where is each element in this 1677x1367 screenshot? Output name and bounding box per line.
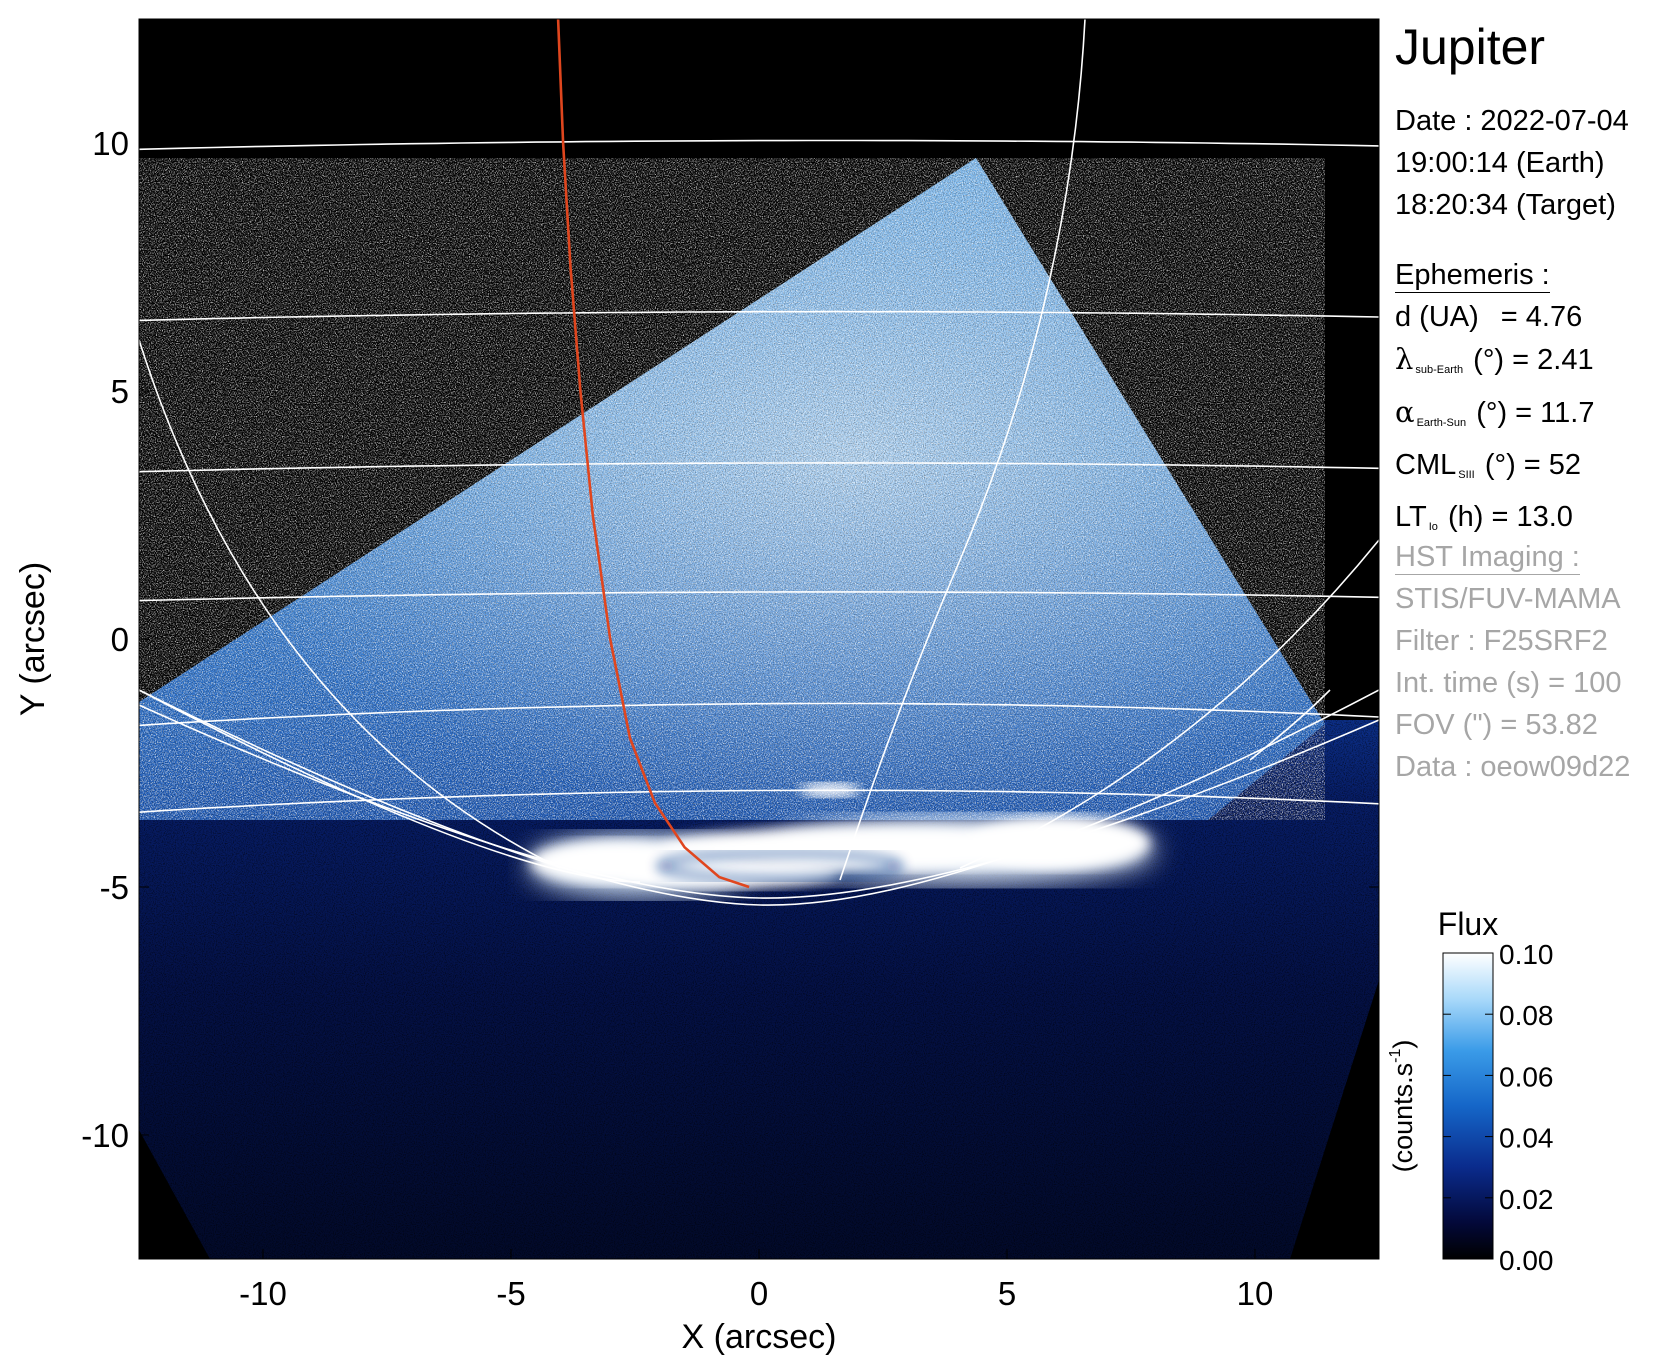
distance-value: = 4.76 <box>1500 301 1583 333</box>
colorbar-unit-end: ) <box>1388 1040 1418 1049</box>
hst-data-id: Data : oeow09d22 <box>1395 751 1631 783</box>
colorbar-tick-label: 0.06 <box>1499 1061 1554 1092</box>
y-axis: 10 5 0 -5 -10 <box>81 125 1379 1154</box>
plot-area <box>139 19 1379 1259</box>
lt-unit: (h) <box>1447 501 1484 533</box>
ephemeris-cml: CML SIII (°) = 52 <box>1395 444 1594 496</box>
grid-arc <box>839 19 1086 881</box>
y-tick-label: -5 <box>100 869 129 906</box>
y-axis-label: Y (arcsec) <box>14 562 52 716</box>
grid-arc <box>139 704 1379 899</box>
date-block: Date : 2022-07-04 19:00:14 (Earth) 18:20… <box>1395 100 1629 226</box>
lambda-value: = 2.41 <box>1512 344 1594 376</box>
x-tick-label: 0 <box>750 1275 768 1312</box>
ephemeris-local-time-io: LT Io (h) = 13.0 <box>1395 496 1594 548</box>
grid-arc <box>139 339 561 869</box>
colorbar-tick-label: 0.04 <box>1499 1123 1554 1154</box>
colorbar-title: Flux <box>1438 906 1498 942</box>
latitude-line <box>139 789 1379 813</box>
lt-subscript: Io <box>1428 521 1438 533</box>
distance-label: d (UA) <box>1395 301 1479 333</box>
ephemeris-sub-earth-latitude: λ sub-Earth (°) = 2.41 <box>1395 338 1594 391</box>
grid-arc <box>1249 689 1331 761</box>
colorbar-tick-label: 0.08 <box>1499 1000 1554 1031</box>
colorbar: Flux (counts.s-1) 0.100.080.060.040.020.… <box>1387 906 1554 1276</box>
hst-block: HST Imaging : STIS/FUV-MAMA Filter : F25… <box>1395 536 1630 788</box>
target-time-line: 18:20:34 (Target) <box>1395 189 1616 221</box>
grid-arc <box>959 539 1379 869</box>
grid-arc <box>139 689 641 883</box>
io-footprint-curve <box>556 19 750 889</box>
latitude-line <box>139 591 1379 602</box>
colorbar-gradient <box>1442 952 1494 1260</box>
colorbar-unit-text: (counts.s <box>1388 1063 1418 1173</box>
alpha-unit: (°) <box>1476 397 1508 429</box>
x-tick-label: -10 <box>239 1275 287 1312</box>
hst-filter: Filter : F25SRF2 <box>1395 625 1608 657</box>
grid-arc <box>139 689 1379 906</box>
main-auroral-oval <box>530 783 1155 895</box>
ephemeris-heading: Ephemeris : <box>1395 259 1550 293</box>
cml-value: = 52 <box>1523 449 1582 481</box>
y-tick-label: 10 <box>92 125 129 162</box>
alpha-symbol: α <box>1395 395 1415 429</box>
ephemeris-distance: d (UA) = 4.76 <box>1395 296 1594 338</box>
x-axis-label: X (arcsec) <box>682 1318 837 1356</box>
cml-subscript: SIII <box>1458 469 1475 481</box>
colorbar-ticks: 0.10 0.08 0.06 0.04 0.02 0.00 <box>1443 939 1554 1276</box>
cml-symbol: CML <box>1395 449 1457 481</box>
earth-time-line: 19:00:14 (Earth) <box>1395 147 1605 179</box>
planet-title: Jupiter <box>1395 19 1546 75</box>
latitude-line <box>139 310 1379 322</box>
x-tick-label: -5 <box>496 1275 525 1312</box>
colorbar-unit-sup: -1 <box>1387 1049 1404 1063</box>
cml-unit: (°) <box>1484 449 1516 481</box>
hst-instrument: STIS/FUV-MAMA <box>1395 583 1621 615</box>
x-axis: -10 -5 0 5 10 <box>239 19 1273 1312</box>
lt-value: = 13.0 <box>1491 501 1573 533</box>
latitude-line <box>139 139 1379 151</box>
lt-symbol: LT <box>1395 501 1427 533</box>
colorbar-tick-label: 0.02 <box>1499 1184 1554 1215</box>
date-line: Date : 2022-07-04 <box>1395 105 1629 137</box>
coordinate-grid <box>139 19 1379 906</box>
x-tick-label: 10 <box>1237 1275 1274 1312</box>
alpha-value: = 11.7 <box>1515 397 1595 429</box>
colorbar-tick-label: 0.10 <box>1499 939 1554 970</box>
lambda-unit: (°) <box>1473 344 1505 376</box>
x-tick-label: 5 <box>998 1275 1016 1312</box>
y-tick-label: 5 <box>111 373 129 410</box>
ephemeris-phase-angle: α Earth-Sun (°) = 11.7 <box>1395 391 1594 444</box>
latitude-line <box>139 702 1379 727</box>
lambda-subscript: sub-Earth <box>1415 364 1464 376</box>
y-tick-label: -10 <box>81 1117 129 1154</box>
ephemeris-block: Ephemeris : d (UA) = 4.76 λ sub-Earth (°) … <box>1395 254 1594 548</box>
alpha-subscript: Earth-Sun <box>1416 417 1467 429</box>
y-tick-label: 0 <box>111 621 129 658</box>
lambda-symbol: λ <box>1395 342 1414 376</box>
diffuse-emission-region <box>139 158 1325 820</box>
hst-fov: FOV (") = 53.82 <box>1395 709 1598 741</box>
hst-heading: HST Imaging : <box>1395 541 1580 575</box>
colorbar-unit-label: (counts.s-1) <box>1387 1040 1418 1173</box>
colorbar-tick-label: 0.00 <box>1499 1245 1554 1276</box>
latitude-line <box>139 462 1379 473</box>
hst-integration-time: Int. time (s) = 100 <box>1395 667 1622 699</box>
